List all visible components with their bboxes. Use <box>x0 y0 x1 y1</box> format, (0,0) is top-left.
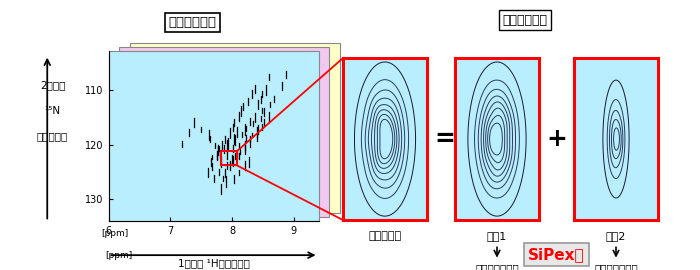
Text: 共鳴周波数: 共鳴周波数 <box>37 131 68 141</box>
Text: テンソル分解: テンソル分解 <box>503 14 547 26</box>
Text: =: = <box>434 127 455 151</box>
Text: 符号化標識法: 符号化標識法 <box>169 16 216 29</box>
Text: アミノ酸の情報: アミノ酸の情報 <box>594 263 638 270</box>
Text: SiPex法: SiPex法 <box>528 247 584 262</box>
Text: [ppm]: [ppm] <box>102 230 129 238</box>
Text: 観測データ: 観測データ <box>368 231 402 241</box>
Text: +: + <box>546 127 567 151</box>
Text: 成劆2: 成劆2 <box>606 231 626 241</box>
Text: 2次元目: 2次元目 <box>40 80 65 90</box>
Bar <box>221 151 237 166</box>
Text: ¹⁵N: ¹⁵N <box>44 106 61 116</box>
Text: 1次元目 ¹H共鳴周波数: 1次元目 ¹H共鳴周波数 <box>178 259 249 269</box>
Text: アミノ酸の情報: アミノ酸の情報 <box>475 263 519 270</box>
Text: [ppm]: [ppm] <box>105 251 132 260</box>
Text: 成劆1: 成劆1 <box>487 231 507 241</box>
